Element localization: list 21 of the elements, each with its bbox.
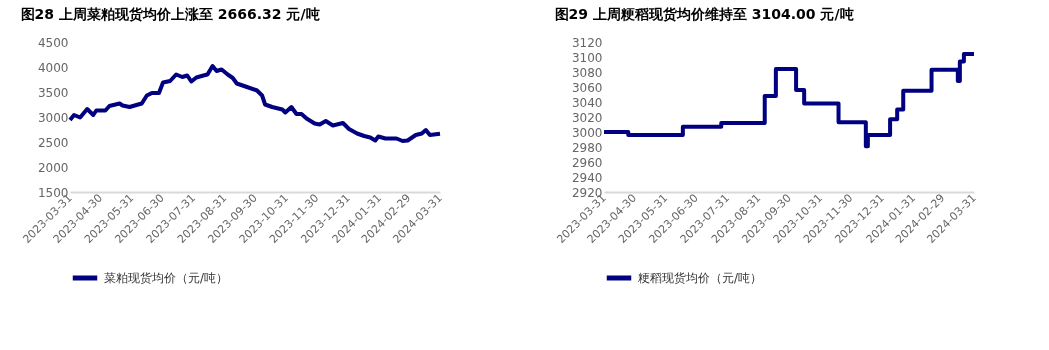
y-tick-label: 3120: [571, 35, 603, 50]
legend-label: 菜粕现货均价（元/吨）: [104, 271, 229, 285]
y-tick-label: 3000: [37, 110, 69, 125]
y-tick-label: 2980: [571, 140, 603, 155]
y-tick-label: 3000: [571, 125, 603, 140]
y-tick-label: 3040: [571, 95, 603, 110]
legend-label: 粳稻现货均价（元/吨）: [638, 271, 763, 285]
chart-title: 图28 上周菜粕现货均价上涨至 2666.32 元/吨: [20, 6, 320, 22]
y-tick-label: 3060: [571, 80, 603, 95]
y-tick-label: 2940: [571, 170, 603, 185]
y-tick-label: 3080: [571, 65, 603, 80]
line-series: [68, 64, 442, 143]
y-tick-label: 2960: [571, 155, 603, 170]
y-tick-label: 3100: [571, 50, 603, 65]
y-tick-label: 4500: [37, 35, 69, 50]
chart-title: 图29 上周粳稻现货均价维持至 3104.00 元/吨: [554, 6, 854, 22]
y-tick-label: 3020: [571, 110, 603, 125]
y-tick-label: 3500: [37, 85, 69, 100]
y-tick-label: 2500: [37, 135, 69, 150]
y-tick-label: 4000: [37, 60, 69, 75]
y-tick-label: 2000: [37, 160, 69, 175]
